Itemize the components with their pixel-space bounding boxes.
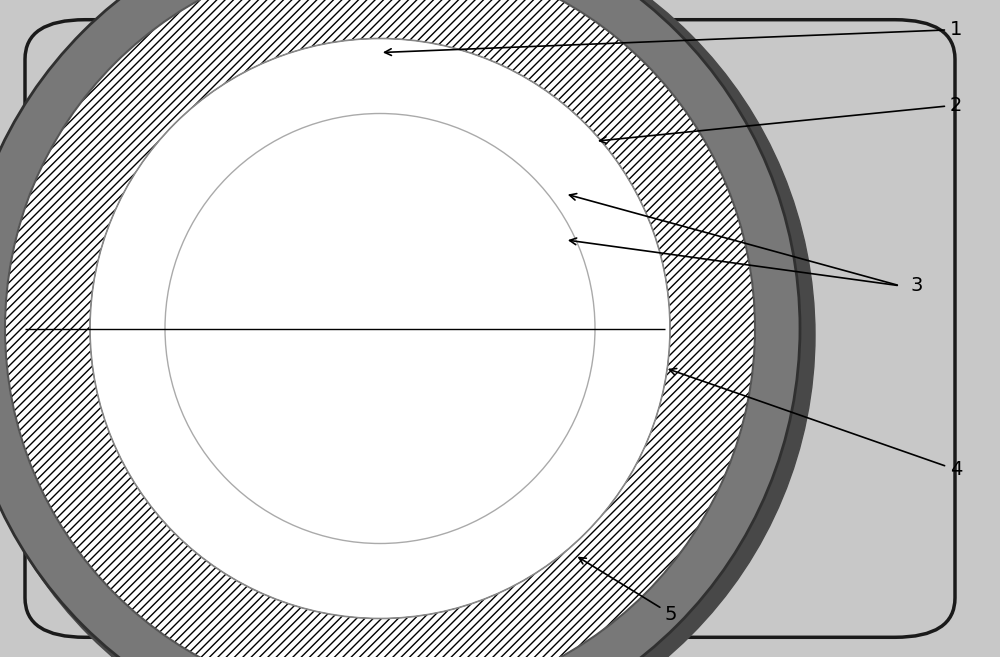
FancyBboxPatch shape bbox=[25, 20, 955, 637]
Ellipse shape bbox=[0, 0, 800, 657]
Text: 1: 1 bbox=[385, 20, 962, 55]
Ellipse shape bbox=[0, 0, 815, 657]
Text: 4: 4 bbox=[669, 369, 962, 479]
Ellipse shape bbox=[5, 0, 755, 657]
Ellipse shape bbox=[5, 0, 755, 657]
Text: 5: 5 bbox=[579, 558, 678, 623]
Text: 3: 3 bbox=[910, 277, 922, 295]
Ellipse shape bbox=[165, 114, 595, 543]
Ellipse shape bbox=[90, 39, 670, 618]
Ellipse shape bbox=[5, 0, 755, 657]
Ellipse shape bbox=[90, 39, 670, 618]
Text: 2: 2 bbox=[600, 96, 962, 143]
